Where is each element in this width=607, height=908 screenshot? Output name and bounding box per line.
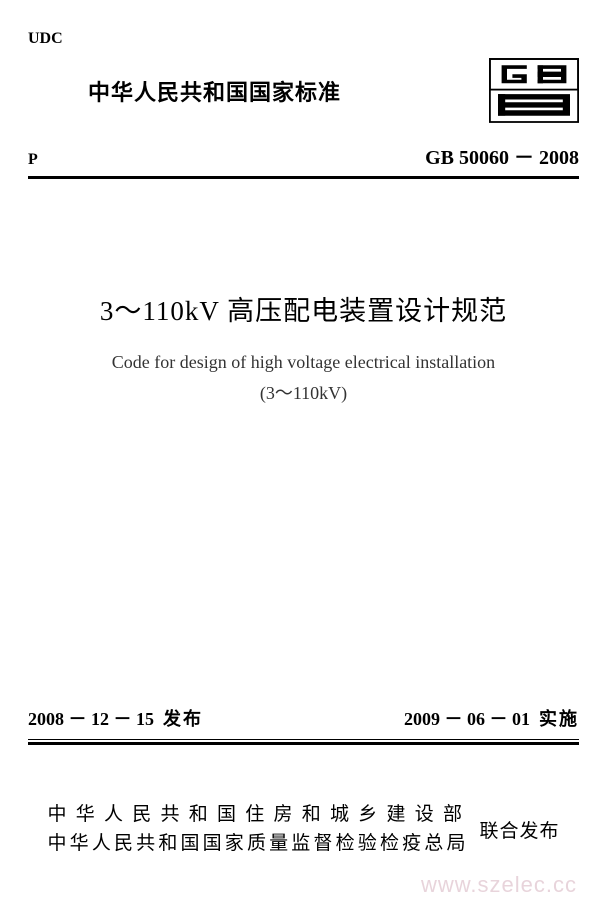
divider-top [28,176,579,179]
divider-middle-group [28,739,579,745]
title-english-line1: Code for design of high voltage electric… [28,352,579,373]
issuer-line1: 中华人民共和国住房和城乡建设部 [47,800,467,829]
divider-heavy [28,742,579,745]
title-english-line2: (3～110kV) [28,379,579,405]
code-row: P GB 50060 － 2008 [28,141,579,170]
watermark-text: www.szelec.cc [421,872,577,898]
effective-date-block: 2009 － 06 － 01 实施 [404,705,579,731]
gb-logo-icon [489,58,579,123]
p-label: P [28,151,38,169]
issue-date-block: 2008 － 12 － 15 发布 [28,705,203,731]
issuer-block: 中华人民共和国住房和城乡建设部 中华人民共和国国家质量监督检验检疫总局 联合发布 [28,800,579,859]
joint-issue-label: 联合发布 [479,816,559,843]
udc-label: UDC [28,30,579,48]
issue-date: 2008 － 12 － 15 [28,709,154,729]
issuer-line2: 中华人民共和国国家质量监督检验检疫总局 [47,829,467,858]
divider-thin [28,739,579,740]
standard-cover-page: UDC 中华人民共和国国家标准 P GB 50060 － 2008 3～110k… [0,0,607,908]
header-row: 中华人民共和国国家标准 [28,58,579,123]
date-row: 2008 － 12 － 15 发布 2009 － 06 － 01 实施 [28,705,579,731]
effective-label: 实施 [539,709,579,729]
issuer-lines: 中华人民共和国住房和城乡建设部 中华人民共和国国家质量监督检验检疫总局 [47,800,467,859]
national-standard-title: 中华人民共和国国家标准 [88,75,341,107]
issue-label: 发布 [163,709,203,729]
effective-date: 2009 － 06 － 01 [404,709,530,729]
title-chinese: 3～110kV 高压配电装置设计规范 [28,289,579,328]
gb-code: GB 50060 － 2008 [425,141,579,170]
